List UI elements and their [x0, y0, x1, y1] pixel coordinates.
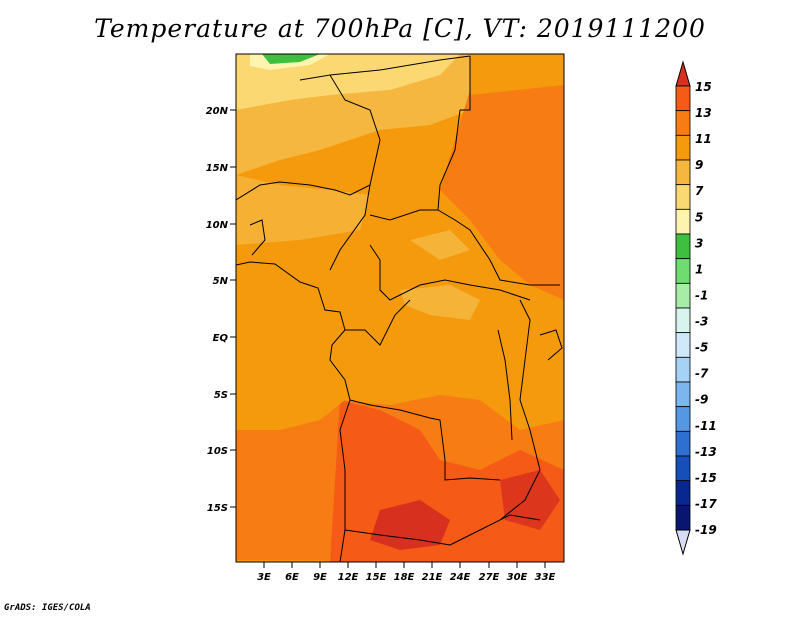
lon-label: 9E [313, 572, 327, 583]
colorbar-label: 11 [695, 132, 712, 146]
colorbar-box [675, 85, 691, 112]
colorbar-box [675, 233, 691, 260]
lat-tick [230, 109, 236, 508]
lon-label: 6E [285, 572, 299, 583]
lat-label: 10S [207, 446, 228, 457]
country-borders [236, 55, 563, 562]
colorbar-legend: 15 13 11 9 7 5 3 1 -1 -3 -5 -7 -9 -11 -13 -15 -17 -19 [675, 60, 717, 556]
colorbar-box [675, 406, 691, 432]
lon-tick [263, 562, 546, 568]
lon-label: 12E [338, 572, 359, 583]
lat-label: 15S [207, 503, 228, 514]
longitude-axis: 3E 6E 9E 12E 15E 18E 21E 24E 27E 30E 33E [257, 562, 556, 583]
colorbar-box [675, 258, 691, 284]
lon-label: 3E [257, 572, 271, 583]
colorbar-label: 15 [695, 80, 712, 94]
colorbar-label: -3 [695, 315, 708, 329]
lat-label: 5S [214, 390, 228, 401]
lon-label: 15E [366, 572, 387, 583]
colorbar-label: -11 [695, 419, 717, 433]
colorbar-label: 5 [695, 210, 703, 224]
colorbar-box [675, 282, 691, 309]
colorbar-label: 3 [695, 236, 703, 250]
grads-credit: GrADS: IGES/COLA [4, 603, 91, 613]
colorbar-label: 13 [695, 106, 712, 120]
colorbar-box [675, 159, 691, 186]
colorbar-box [675, 455, 691, 482]
temperature-field [236, 54, 564, 562]
colorbar-label: 9 [695, 158, 703, 172]
map-title: Temperature at 700hPa [C], VT: 201911120… [94, 14, 706, 43]
lon-label: 30E [507, 572, 528, 583]
lon-label: 33E [535, 572, 556, 583]
lat-label: 10N [206, 220, 229, 231]
colorbar-box [675, 208, 691, 235]
colorbar-box [675, 307, 691, 334]
colorbar-label: -17 [695, 497, 717, 511]
latitude-axis: 20N 15N 10N 5N EQ 5S 10S 15S [206, 106, 236, 514]
lon-label: 18E [394, 572, 415, 583]
lat-label: 5N [213, 276, 229, 287]
colorbar-label: 7 [695, 184, 704, 198]
colorbar-box [675, 381, 691, 408]
lat-label: 15N [206, 163, 229, 174]
lon-label: 21E [422, 572, 443, 583]
colorbar-box [675, 184, 691, 210]
lon-label: 24E [450, 572, 471, 583]
colorbar-label: -13 [695, 445, 717, 459]
lat-label: EQ [213, 333, 229, 344]
colorbar-box [675, 110, 691, 136]
colorbar-label: -9 [695, 393, 708, 407]
colorbar-label: -1 [695, 288, 708, 302]
colorbar-label: -15 [695, 471, 717, 485]
colorbar-label: -19 [695, 523, 717, 537]
colorbar-box [675, 504, 691, 531]
map-frame [235, 53, 565, 563]
colorbar-box [675, 134, 691, 161]
colorbar-box [675, 430, 691, 457]
colorbar-label: -5 [695, 341, 708, 355]
colorbar-bottom-arrow [675, 529, 691, 556]
colorbar-label: 1 [695, 262, 703, 276]
colorbar-top-arrow [675, 60, 691, 87]
lat-label: 20N [206, 106, 229, 117]
lon-label: 27E [479, 572, 500, 583]
colorbar-box [675, 480, 691, 506]
colorbar-box [675, 332, 691, 358]
colorbar-label: -7 [695, 367, 709, 381]
colorbar-box [675, 356, 691, 383]
